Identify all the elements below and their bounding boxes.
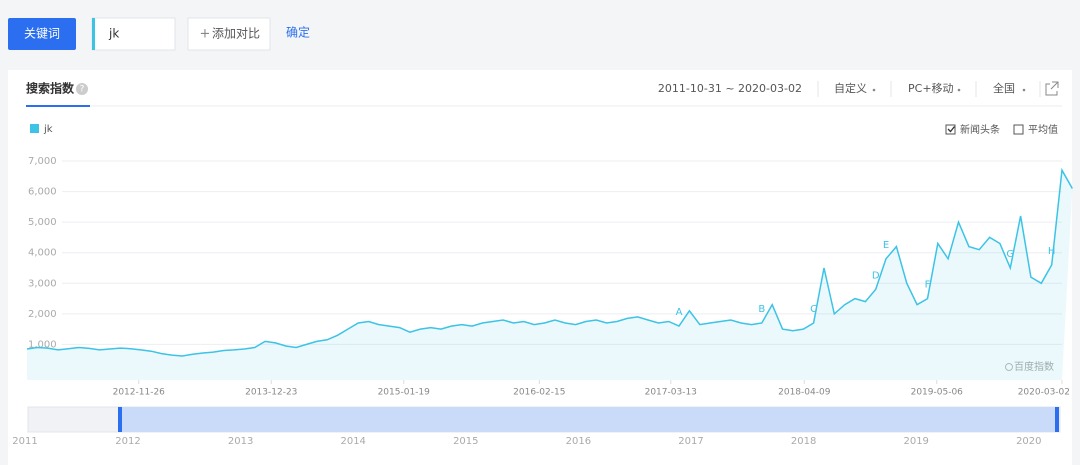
x-tick-label: 2015-01-19 [378,388,431,398]
line [26,167,1073,357]
overview-handle-right[interactable] [1055,407,1059,432]
annotation: D [872,270,880,281]
news-check [947,126,956,133]
area [27,170,1073,380]
overview-year: 2011 [12,436,37,447]
y-tick-label: 1,000 [28,339,57,350]
keyword-input-text: jk [108,27,119,41]
watermark: 百度指数 [1014,360,1054,373]
x-tick-label: 2018-04-09 [778,388,831,398]
input-color-bar [92,18,95,50]
keyword-button-label: 关键词 [24,27,60,41]
x-tick-label: 2019-05-06 [911,388,964,398]
x-tick-label: 2017-03-13 [645,388,697,398]
overview-year: 2015 [453,436,478,447]
overview-year: 2013 [228,436,253,447]
x-tick-label: 2016-02-15 [513,388,565,398]
x-tick-label: 2013-12-23 [245,388,297,398]
help-icon[interactable] [76,83,88,95]
overview-year: 2020 [1016,436,1041,447]
x-tick-label: 2020-03-02 [1018,388,1070,398]
overview-year: 2014 [340,436,365,447]
annotation: C [810,304,817,315]
annotation: E [883,240,889,251]
y-tick-label: 2,000 [28,309,57,320]
overview-year: 2019 [903,436,928,447]
custom-select[interactable]: 自定义 [834,81,867,95]
legend-label: jk [43,124,53,135]
legend-swatch [30,124,39,133]
overview-selection[interactable] [120,407,1058,432]
x-tick-label: 2012-11-26 [113,388,166,398]
y-tick-label: 4,000 [28,248,57,259]
overview-year: 2018 [791,436,816,447]
dropdown-dot [872,88,876,92]
dropdown-dot [1022,88,1026,92]
watermark-icon [1005,363,1013,371]
news-checkbox[interactable] [945,124,956,135]
average-checkbox[interactable] [1013,124,1024,135]
plus-icon: + [200,27,211,42]
add-compare-button[interactable] [187,17,271,51]
keyword-input[interactable] [91,17,176,51]
annotation: B [758,304,765,315]
y-tick-label: 7,000 [28,156,57,167]
overview-year: 2016 [566,436,591,447]
annotation: A [676,307,683,318]
overview-year: 2012 [115,436,140,447]
annotation: G [1006,249,1014,260]
keyword-button[interactable] [8,18,76,50]
overview-year: 2017 [678,436,703,447]
date-range[interactable]: 2011-10-31 ~ 2020-03-02 [658,82,802,95]
add-compare-label: 添加对比 [212,27,260,41]
region-select[interactable]: 全国 [993,81,1015,95]
dropdown-dot [957,88,961,92]
device-select[interactable]: PC+移动 [908,82,954,95]
tab-title[interactable]: 搜索指数 [26,81,75,96]
y-tick-label: 3,000 [28,278,57,289]
annotation: H [1048,246,1056,257]
overview-handle-left[interactable] [118,407,122,432]
annotation: F [925,280,931,291]
export-icon[interactable] [1045,81,1059,96]
average-label: 平均值 [1028,123,1058,136]
news-label: 新闻头条 [960,123,1000,136]
y-tick-label: 6,000 [28,187,57,198]
y-tick-label: 5,000 [28,217,57,228]
help-icon-glyph: ? [80,85,85,95]
confirm-link[interactable]: 确定 [286,25,310,40]
panel [8,70,1072,465]
